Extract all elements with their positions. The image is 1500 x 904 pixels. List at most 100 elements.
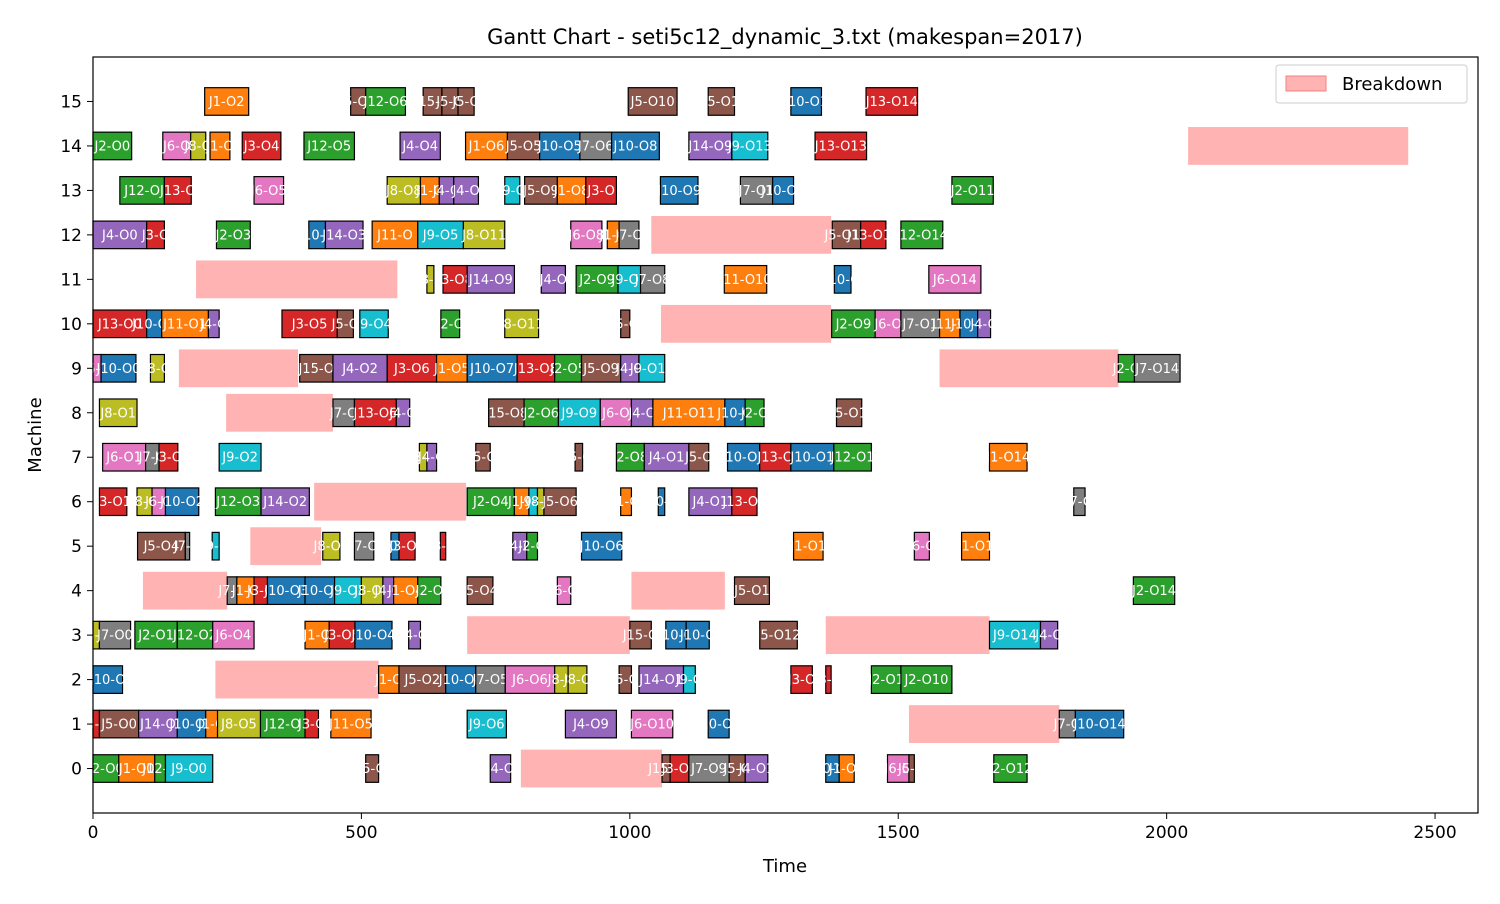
task-bar <box>993 754 1028 783</box>
task-label: J9-O <box>498 184 526 199</box>
task-bar <box>162 131 192 161</box>
task-label: J10-O6 <box>579 540 624 555</box>
task-label: J10-O1 <box>696 718 741 733</box>
task-bar <box>98 487 128 517</box>
task-label: J5-O4 <box>461 584 498 599</box>
task-bar <box>395 398 411 428</box>
task-label: J4-O <box>400 629 428 644</box>
task-bar <box>688 487 733 517</box>
task-label: J4-O4 <box>401 139 438 154</box>
task-label: J5-O9 <box>522 184 559 199</box>
task-label: J10-O0 <box>96 362 141 377</box>
task-label: J4-O1 <box>692 495 729 510</box>
y-tick-label: 0 <box>71 760 82 780</box>
task-label: J7-O0 <box>96 629 133 644</box>
task-label: J14-O1 <box>638 673 683 688</box>
breakdown-bar <box>908 705 1060 743</box>
task-label: J10-O4 <box>438 673 483 688</box>
task-label: J13-O0 <box>97 317 142 332</box>
task-label: J10-O <box>679 629 716 644</box>
task-bar <box>136 531 186 561</box>
breakdown-bar <box>314 482 467 521</box>
task-label: J2-O4 <box>472 495 509 510</box>
task-label: J10-O <box>824 273 861 288</box>
task-bar <box>475 442 491 472</box>
task-label: J1-O1 <box>789 540 826 555</box>
x-tick-label: 2000 <box>1145 823 1188 843</box>
task-label: J10-O <box>643 495 680 510</box>
task-bar <box>618 220 640 250</box>
task-bar <box>639 264 666 294</box>
task-bar <box>146 220 165 250</box>
task-bar <box>900 665 953 694</box>
y-tick-label: 8 <box>71 404 82 424</box>
task-bar <box>557 398 601 428</box>
task-bar <box>464 131 509 161</box>
task-label: J1-O4 <box>387 584 424 599</box>
task-bar <box>161 309 210 339</box>
task-label: J2-O3 <box>215 228 252 243</box>
task-label: J7-O5 <box>472 673 509 688</box>
task-bar <box>134 620 178 650</box>
task-label: J3-O <box>586 184 614 199</box>
task-bar <box>386 353 438 383</box>
legend: Breakdown <box>1275 64 1468 104</box>
task-bar <box>707 87 736 116</box>
task-label: J10-O <box>716 406 753 421</box>
task-bar <box>299 353 334 383</box>
task-label: J5-O <box>611 673 639 688</box>
task-bar <box>453 176 480 205</box>
task-label: J1-O2 <box>208 95 245 110</box>
task-bar <box>744 754 769 783</box>
task-bar <box>723 264 768 294</box>
task-label: J6-O <box>549 584 577 599</box>
task-label: J4-O1 <box>648 451 685 466</box>
task-label: J10-O <box>657 629 694 644</box>
task-label: J1-O8 <box>553 184 590 199</box>
task-label: J5-O6 <box>541 495 578 510</box>
breakdown-bar <box>651 215 832 254</box>
task-label: J3-O <box>428 540 456 555</box>
task-bar <box>988 442 1028 472</box>
task-bar <box>398 665 447 694</box>
task-bar <box>833 264 852 294</box>
task-label: J10-O3 <box>263 584 308 599</box>
breakdown-bar <box>520 749 663 788</box>
task-label: J10-O2 <box>169 718 214 733</box>
task-bar <box>685 620 710 650</box>
task-bar <box>540 264 567 294</box>
task-label: J13-O <box>159 184 196 199</box>
task-label: J2-O5 <box>549 362 586 377</box>
task-label: J4-O <box>432 184 460 199</box>
task-label: J4-O <box>615 362 643 377</box>
task-label: J10-O1 <box>783 95 828 110</box>
task-bar <box>707 709 730 739</box>
task-bar <box>102 442 147 472</box>
y-tick-label: 10 <box>60 315 82 335</box>
task-label: J4-O2 <box>341 362 378 377</box>
task-bar <box>259 709 306 739</box>
task-label: J7-O6 <box>577 139 614 154</box>
task-bar <box>731 487 758 517</box>
task-label: J6-O5 <box>250 184 287 199</box>
y-tick-label: 4 <box>71 582 82 602</box>
task-label: J4-O <box>969 317 997 332</box>
task-bar <box>365 87 407 116</box>
task-bar <box>204 87 250 116</box>
task-label: J2-O9 <box>578 273 615 288</box>
y-tick-label: 9 <box>71 359 82 379</box>
task-label: J5-O13 <box>823 228 868 243</box>
task-label: J3-O8 <box>436 273 473 288</box>
task-bar <box>620 487 633 517</box>
legend-breakdown-label: Breakdown <box>1342 74 1442 95</box>
task-label: J14-O9 <box>687 139 732 154</box>
task-label: J4-O <box>1034 629 1062 644</box>
task-label: J4-O1 <box>738 762 775 777</box>
task-label: J2-O12 <box>987 762 1032 777</box>
task-label: J6-O1 <box>105 451 142 466</box>
task-label: J7-O <box>1053 718 1081 733</box>
task-bar <box>772 176 795 205</box>
task-label: J11-O11 <box>662 406 715 421</box>
task-bar <box>118 754 156 783</box>
